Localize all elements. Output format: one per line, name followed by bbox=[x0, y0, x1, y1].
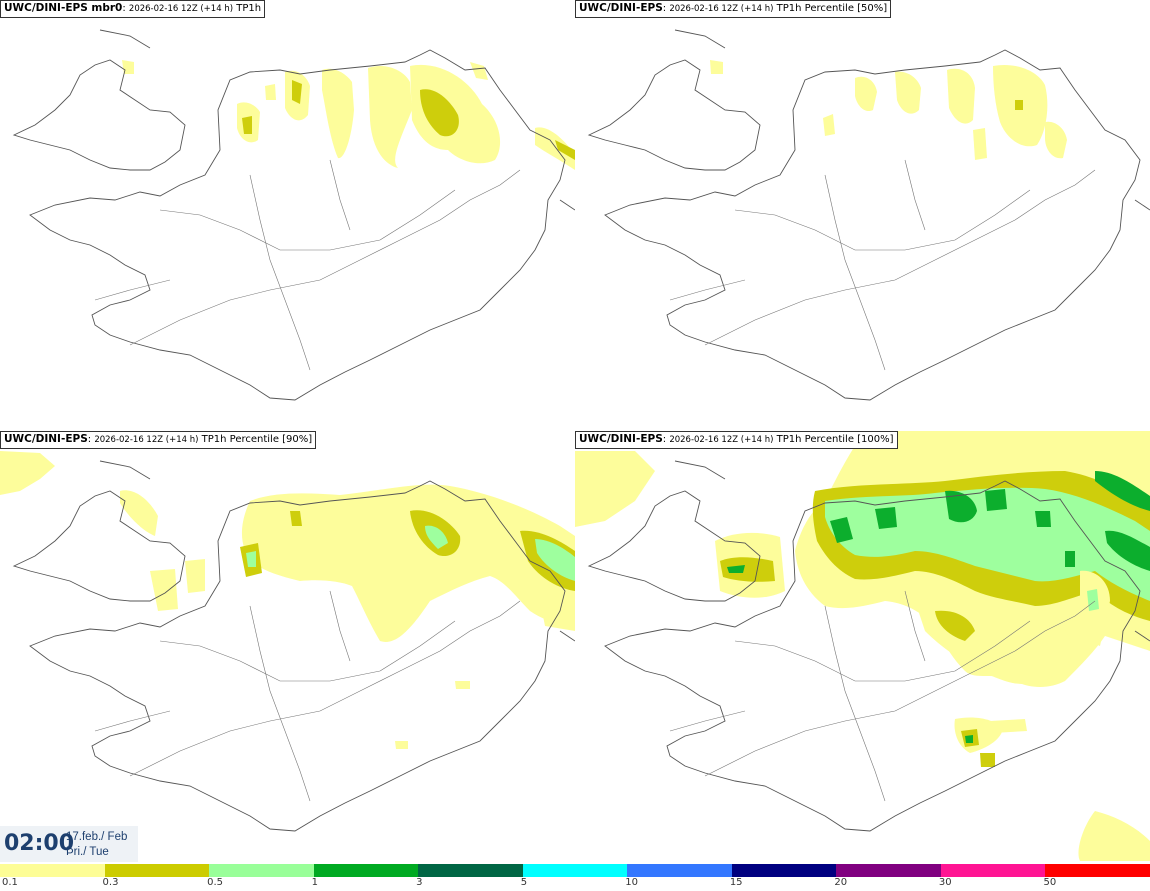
roads-and-borders bbox=[669, 590, 1096, 802]
legend-labels: 0.1 0.3 0.5 1 3 5 10 15 20 30 50 bbox=[0, 877, 1150, 891]
roads-and-borders bbox=[669, 159, 1096, 371]
precip-field bbox=[575, 431, 1150, 861]
roads-and-borders bbox=[94, 159, 521, 371]
panel-field-label: TP1h Percentile [50%] bbox=[776, 3, 888, 14]
legend-label: 50 bbox=[1043, 877, 1057, 888]
legend-label: 3 bbox=[416, 877, 423, 888]
precip-field bbox=[710, 60, 1067, 160]
precip-legend: 0.1 0.3 0.5 1 3 5 10 15 20 30 50 bbox=[0, 862, 1150, 891]
valid-time-date: 17.feb./ Feb Þri./ Tue bbox=[66, 830, 127, 860]
iceland-coastline bbox=[12, 29, 575, 401]
legend-label: 0.3 bbox=[102, 877, 119, 888]
precip-field bbox=[122, 60, 575, 170]
panel-field-label: TP1h Percentile [90%] bbox=[201, 434, 313, 445]
legend-label: 20 bbox=[834, 877, 848, 888]
roads-and-borders bbox=[94, 590, 521, 802]
precip-map bbox=[0, 451, 575, 832]
panel-model-label: UWC/DINI-EPS mbr0 bbox=[4, 2, 123, 14]
panel-title: UWC/DINI-EPS: 2026-02-16 12Z (+14 h) TP1… bbox=[0, 431, 317, 449]
map-panel-p90: UWC/DINI-EPS: 2026-02-16 12Z (+14 h) TP1… bbox=[0, 431, 575, 861]
panel-title: UWC/DINI-EPS: 2026-02-16 12Z (+14 h) TP1… bbox=[575, 0, 892, 18]
legend-swatch bbox=[313, 864, 419, 877]
panel-run-label: 2026-02-16 12Z (+14 h) bbox=[669, 4, 774, 14]
precip-field bbox=[0, 451, 575, 749]
panel-field-label: TP1h bbox=[236, 3, 262, 14]
panel-title: UWC/DINI-EPS mbr0: 2026-02-16 12Z (+14 h… bbox=[0, 0, 266, 18]
panel-model-label: UWC/DINI-EPS bbox=[4, 433, 88, 445]
legend-label: 0.5 bbox=[207, 877, 223, 888]
legend-label: 30 bbox=[938, 877, 952, 888]
valid-time-box: 02:00 17.feb./ Feb Þri./ Tue bbox=[0, 826, 138, 862]
legend-swatch bbox=[522, 864, 628, 877]
legend-swatch bbox=[1045, 864, 1150, 877]
panel-model-label: UWC/DINI-EPS bbox=[579, 433, 663, 445]
panel-field-label: TP1h Percentile [100%] bbox=[776, 434, 894, 445]
legend-swatch bbox=[104, 864, 210, 877]
legend-swatch bbox=[731, 864, 837, 877]
panel-run-label: 2026-02-16 12Z (+14 h) bbox=[128, 4, 234, 14]
precip-map bbox=[12, 29, 575, 401]
valid-time-date-line2: Þri./ Tue bbox=[66, 846, 109, 858]
legend-label: 0.1 bbox=[2, 877, 18, 888]
panel-title: UWC/DINI-EPS: 2026-02-16 12Z (+14 h) TP1… bbox=[575, 431, 898, 449]
legend-label: 1 bbox=[311, 877, 318, 888]
legend-swatch bbox=[627, 864, 732, 877]
legend-swatch bbox=[836, 864, 941, 877]
iceland-coastline bbox=[12, 460, 575, 832]
legend-swatch bbox=[418, 864, 523, 877]
precip-map bbox=[587, 29, 1150, 401]
legend-swatch bbox=[209, 864, 314, 877]
valid-time-date-line1: 17.feb./ Feb bbox=[66, 831, 128, 843]
panel-run-label: 2026-02-16 12Z (+14 h) bbox=[669, 435, 774, 445]
legend-color-bar bbox=[0, 864, 1150, 877]
legend-label: 10 bbox=[625, 877, 638, 888]
panel-run-label: 2026-02-16 12Z (+14 h) bbox=[94, 435, 199, 445]
iceland-coastline bbox=[587, 29, 1150, 401]
map-panel-mbr0: UWC/DINI-EPS mbr0: 2026-02-16 12Z (+14 h… bbox=[0, 0, 575, 430]
legend-swatch bbox=[940, 864, 1046, 877]
legend-label: 5 bbox=[520, 877, 528, 888]
legend-label: 15 bbox=[729, 877, 743, 888]
iceland-coastline bbox=[587, 460, 1150, 832]
map-panel-p100: UWC/DINI-EPS: 2026-02-16 12Z (+14 h) TP1… bbox=[575, 431, 1150, 861]
legend-swatch bbox=[0, 864, 105, 877]
panel-model-label: UWC/DINI-EPS bbox=[579, 2, 663, 14]
map-panel-p50: UWC/DINI-EPS: 2026-02-16 12Z (+14 h) TP1… bbox=[575, 0, 1150, 430]
precip-map bbox=[575, 431, 1150, 861]
valid-time-clock: 02:00 bbox=[4, 831, 75, 856]
